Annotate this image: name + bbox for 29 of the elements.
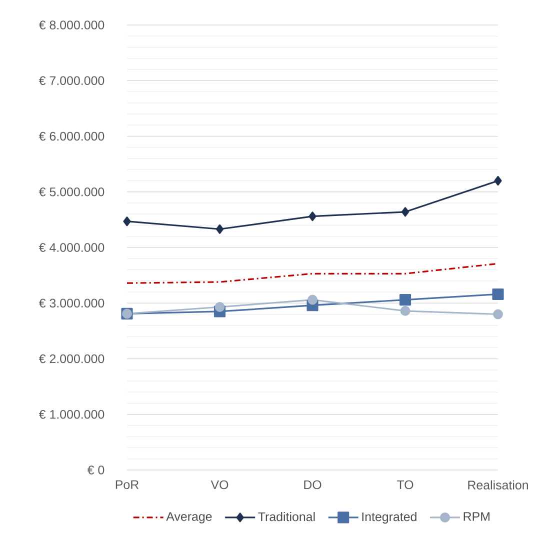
legend-label: Traditional	[258, 512, 315, 522]
y-tick-label: € 2.000.000	[38, 354, 104, 364]
point	[214, 302, 225, 312]
x-tick-label: DO	[304, 480, 322, 490]
y-tick-label: € 0	[87, 466, 104, 474]
legend-label: RPM	[464, 512, 490, 521]
point	[308, 294, 318, 305]
point	[308, 212, 316, 222]
point	[400, 306, 410, 316]
x-tick-label: Realisation	[468, 480, 528, 490]
point	[494, 176, 502, 186]
x-tick-label: TO	[397, 480, 414, 490]
legend-label: Integrated	[362, 512, 416, 524]
point	[492, 288, 504, 300]
y-tick-label: € 3.000.000	[38, 298, 104, 308]
x-tick-label: PoR	[116, 480, 139, 490]
point	[401, 207, 410, 217]
y-tick-label: € 7.000.000	[38, 76, 104, 86]
point	[493, 309, 503, 320]
point	[123, 216, 131, 226]
y-tick-label: € 6.000.000	[38, 132, 104, 141]
y-tick-label: € 8.000.000	[38, 20, 104, 30]
y-tick-label: € 5.000.000	[38, 187, 104, 196]
y-tick-label: € 1.000.000	[38, 410, 104, 419]
x-tick-label: VO	[210, 480, 228, 490]
point	[399, 294, 412, 306]
legend-label: Average	[166, 512, 212, 524]
point	[216, 224, 224, 234]
y-tick-label: € 4.000.000	[38, 243, 104, 252]
